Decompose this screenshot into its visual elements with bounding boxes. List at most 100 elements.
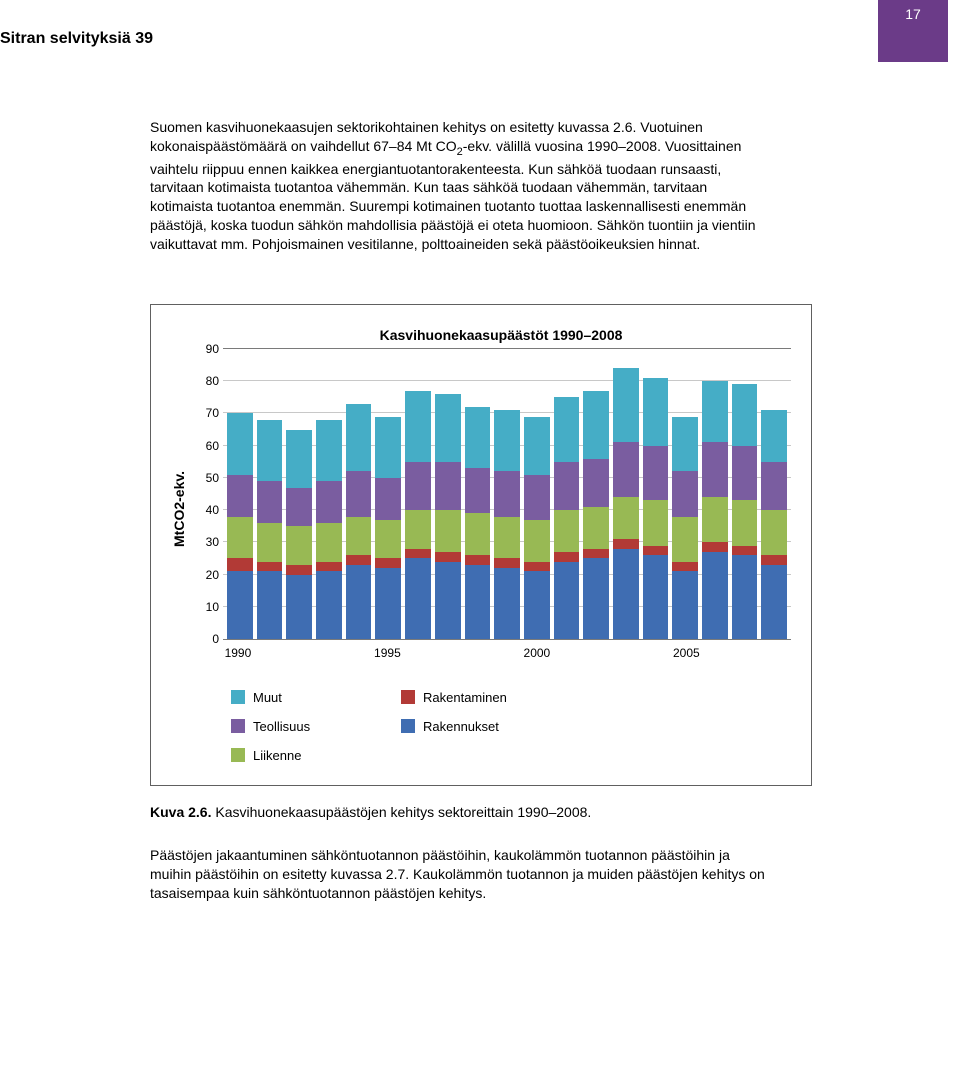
bar-seg-rakennukset: [702, 552, 728, 639]
ytick: 90: [206, 342, 219, 356]
bar-seg-rakentaminen: [613, 539, 639, 549]
bar-seg-muut: [524, 417, 550, 475]
bar-seg-rakentaminen: [643, 546, 669, 556]
closing-paragraph: Päästöjen jakaantuminen sähköntuotannon …: [150, 846, 770, 903]
bar-seg-muut: [761, 410, 787, 462]
bar-seg-teollisuus: [405, 462, 431, 510]
bar-seg-muut: [672, 417, 698, 472]
bar-1999: [494, 410, 520, 639]
bar-seg-liikenne: [494, 517, 520, 559]
bar-seg-rakentaminen: [316, 562, 342, 572]
legend-label: Muut: [253, 690, 282, 705]
ytick: 40: [206, 503, 219, 517]
bar-2008: [761, 410, 787, 639]
bar-seg-rakentaminen: [435, 552, 461, 562]
ytick: 80: [206, 374, 219, 388]
bar-seg-muut: [732, 384, 758, 445]
legend-swatch: [401, 719, 415, 733]
bar-seg-rakentaminen: [405, 549, 431, 559]
bar-seg-liikenne: [465, 513, 491, 555]
bar-seg-rakennukset: [286, 575, 312, 639]
bar-seg-teollisuus: [672, 471, 698, 516]
bar-seg-rakennukset: [524, 571, 550, 639]
bar-seg-liikenne: [702, 497, 728, 542]
bar-seg-rakentaminen: [375, 558, 401, 568]
bar-2006: [702, 381, 728, 639]
bar-1995: [375, 417, 401, 639]
bar-seg-liikenne: [316, 523, 342, 562]
bar-seg-rakentaminen: [494, 558, 520, 568]
bar-seg-teollisuus: [732, 446, 758, 501]
bar-seg-rakennukset: [375, 568, 401, 639]
bar-1996: [405, 391, 431, 639]
legend-item-rakennukset: Rakennukset: [401, 719, 601, 734]
bar-seg-muut: [465, 407, 491, 468]
ytick: 70: [206, 406, 219, 420]
bar-seg-rakennukset: [346, 565, 372, 639]
bar-2004: [643, 378, 669, 639]
bar-1990: [227, 413, 253, 639]
bar-seg-muut: [316, 420, 342, 481]
bar-seg-muut: [554, 397, 580, 461]
bar-1994: [346, 404, 372, 639]
bar-seg-rakennukset: [583, 558, 609, 639]
bar-seg-rakentaminen: [672, 562, 698, 572]
bar-seg-muut: [643, 378, 669, 446]
bar-seg-rakentaminen: [702, 542, 728, 552]
chart-title: Kasvihuonekaasupäästöt 1990–2008: [211, 327, 791, 343]
bar-2003: [613, 368, 639, 639]
bar-seg-rakentaminen: [346, 555, 372, 565]
bar-seg-muut: [702, 381, 728, 442]
legend-label: Rakentaminen: [423, 690, 507, 705]
bar-seg-rakentaminen: [524, 562, 550, 572]
bar-seg-rakennukset: [257, 571, 283, 639]
bar-seg-liikenne: [227, 517, 253, 559]
bar-seg-rakennukset: [761, 565, 787, 639]
chart-container: Kasvihuonekaasupäästöt 1990–2008 MtCO2-e…: [150, 304, 812, 786]
bar-seg-muut: [375, 417, 401, 478]
bar-seg-liikenne: [375, 520, 401, 559]
bar-seg-muut: [346, 404, 372, 472]
bar-seg-teollisuus: [613, 442, 639, 497]
bar-seg-muut: [257, 420, 283, 481]
bar-seg-teollisuus: [494, 471, 520, 516]
bar-seg-liikenne: [286, 526, 312, 565]
bar-seg-teollisuus: [761, 462, 787, 510]
bar-seg-teollisuus: [524, 475, 550, 520]
xtick: 2000: [524, 646, 551, 660]
bar-seg-muut: [494, 410, 520, 471]
bar-seg-liikenne: [346, 517, 372, 556]
bar-seg-rakennukset: [732, 555, 758, 639]
bar-seg-teollisuus: [643, 446, 669, 501]
chart-ylabel: MtCO2-ekv.: [171, 471, 187, 547]
figure-caption: Kuva 2.6. Kasvihuonekaasupäästöjen kehit…: [150, 804, 790, 820]
xtick: 2005: [673, 646, 700, 660]
bar-seg-teollisuus: [465, 468, 491, 513]
chart-yticks: 0102030405060708090: [193, 349, 223, 639]
ytick: 10: [206, 600, 219, 614]
bar-seg-rakennukset: [613, 549, 639, 639]
bar-2002: [583, 391, 609, 639]
legend-empty: [401, 748, 601, 763]
legend-swatch: [231, 690, 245, 704]
bar-1998: [465, 407, 491, 639]
bar-seg-rakentaminen: [227, 558, 253, 571]
bar-seg-rakentaminen: [257, 562, 283, 572]
bar-seg-muut: [613, 368, 639, 442]
bar-seg-liikenne: [554, 510, 580, 552]
bar-seg-teollisuus: [286, 488, 312, 527]
bar-2000: [524, 417, 550, 639]
bar-seg-teollisuus: [316, 481, 342, 523]
bar-seg-teollisuus: [435, 462, 461, 510]
bar-seg-muut: [227, 413, 253, 474]
bar-seg-liikenne: [613, 497, 639, 539]
bar-1997: [435, 394, 461, 639]
chart-plot: [223, 349, 791, 640]
bar-2007: [732, 384, 758, 639]
bar-seg-rakentaminen: [583, 549, 609, 559]
bar-seg-liikenne: [405, 510, 431, 549]
legend-item-liikenne: Liikenne: [231, 748, 401, 763]
page-number-badge: 17: [878, 0, 948, 62]
ytick: 20: [206, 568, 219, 582]
bar-seg-liikenne: [732, 500, 758, 545]
